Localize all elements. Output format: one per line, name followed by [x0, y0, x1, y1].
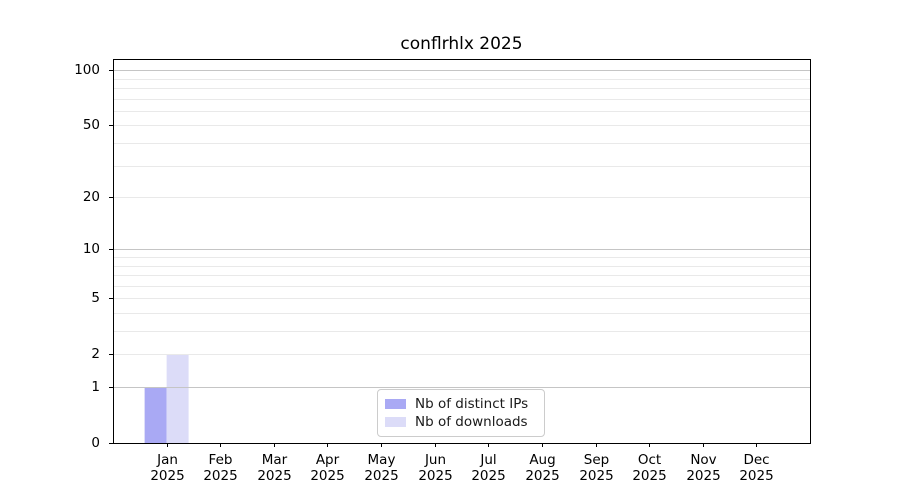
- x-tick-month: Feb: [208, 452, 233, 468]
- x-tick-year: 2025: [310, 468, 345, 484]
- legend-swatch-distinct-ips: [385, 399, 406, 409]
- legend-label-distinct-ips: Nb of distinct IPs: [415, 396, 529, 412]
- plot-border: [113, 59, 811, 444]
- x-tick-year: 2025: [364, 468, 399, 484]
- x-tick-year: 2025: [579, 468, 614, 484]
- x-tick-month: Jul: [480, 452, 497, 468]
- y-tick-label: 1: [91, 378, 100, 395]
- bar: [166, 354, 189, 443]
- x-tick-year: 2025: [150, 468, 185, 484]
- x-tick-month: May: [367, 452, 396, 468]
- x-tick-month: Apr: [315, 452, 340, 468]
- x-tick-label: Apr 2025: [295, 452, 361, 484]
- legend-item-downloads: Nb of downloads: [385, 414, 536, 430]
- x-tick-label: Nov 2025: [671, 452, 737, 484]
- x-tick-year: 2025: [257, 468, 292, 484]
- x-tick-label: Jun 2025: [403, 452, 469, 484]
- y-tick-label: 100: [74, 61, 100, 78]
- x-tick-label: Dec 2025: [724, 452, 790, 484]
- x-tick-month: Nov: [690, 452, 717, 468]
- x-tick-month: Dec: [743, 452, 770, 468]
- legend: Nb of distinct IPs Nb of downloads: [377, 389, 545, 437]
- y-tick-label: 0: [91, 434, 100, 451]
- x-tick-year: 2025: [686, 468, 721, 484]
- x-tick-label: Sep 2025: [564, 452, 630, 484]
- y-tick-label: 50: [82, 116, 100, 133]
- x-tick-label: Mar 2025: [242, 452, 308, 484]
- x-tick-label: Feb 2025: [188, 452, 254, 484]
- x-tick-label: Jan 2025: [135, 452, 201, 484]
- x-tick-month: Sep: [583, 452, 610, 468]
- x-tick-label: May 2025: [349, 452, 415, 484]
- bar: [144, 387, 167, 443]
- y-tick-label: 10: [82, 240, 100, 257]
- x-tick-month: Oct: [637, 452, 662, 468]
- legend-item-distinct-ips: Nb of distinct IPs: [385, 396, 536, 412]
- x-tick-year: 2025: [632, 468, 667, 484]
- x-tick-year: 2025: [471, 468, 506, 484]
- legend-swatch-downloads: [385, 417, 406, 427]
- x-tick-year: 2025: [203, 468, 238, 484]
- x-tick-month: Aug: [529, 452, 556, 468]
- x-tick-year: 2025: [525, 468, 560, 484]
- x-tick-label: Jul 2025: [456, 452, 522, 484]
- x-tick-label: Oct 2025: [617, 452, 683, 484]
- y-tick-label: 2: [91, 345, 100, 362]
- x-tick-month: Jun: [424, 452, 447, 468]
- legend-label-downloads: Nb of downloads: [415, 414, 528, 430]
- y-tick-label: 20: [82, 188, 100, 205]
- y-tick-label: 5: [91, 289, 100, 306]
- x-tick-year: 2025: [739, 468, 774, 484]
- x-tick-month: Jan: [157, 452, 178, 468]
- chart-title: conflrhlx 2025: [400, 34, 523, 54]
- x-tick-label: Aug 2025: [510, 452, 576, 484]
- x-tick-month: Mar: [261, 452, 288, 468]
- x-tick-year: 2025: [418, 468, 453, 484]
